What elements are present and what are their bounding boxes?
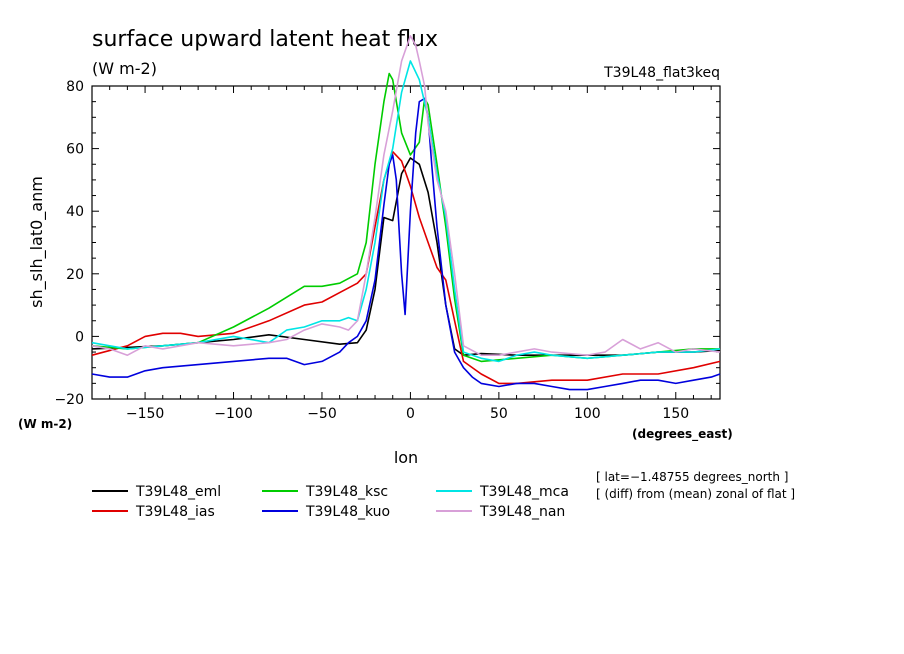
y-tick-label: −20 [54, 392, 84, 408]
series-line-t39l48-nan [91, 35, 721, 357]
series-line-t39l48-kuo [91, 97, 721, 391]
x-tick-label: 0 [406, 406, 415, 422]
x-axis-units: (degrees_east) [632, 427, 733, 442]
legend-label: T39L48_ksc [305, 484, 388, 500]
series-line-t39l48-ksc [91, 72, 720, 363]
legend: T39L48_eml T39L48_ias T39L48_ksc T39L48_kuo… [92, 484, 569, 520]
x-tick-label: 50 [490, 406, 508, 422]
y-axis-units: (W m-2) [18, 417, 72, 431]
plot-frame [91, 85, 721, 400]
plot-series [91, 35, 721, 391]
diff-note: [ (diff) from (mean) zonal of flat ] [596, 487, 795, 501]
y-tick-label: 60 [66, 142, 84, 158]
chart-title: surface upward latent heat flux [92, 27, 438, 52]
y-axis: −20 0 20 40 60 80 [54, 79, 720, 408]
y-axis-label: sh_slh_lat0_anm [27, 176, 47, 308]
legend-label: T39L48_mca [479, 484, 569, 500]
legend-label: T39L48_nan [479, 504, 565, 520]
series-line-t39l48-ias [91, 150, 721, 385]
x-tick-label: −150 [126, 406, 164, 422]
legend-label: T39L48_ias [135, 504, 215, 520]
y-tick-label: 20 [66, 267, 84, 283]
y-tick-label: 80 [66, 79, 84, 95]
experiment-label: T39L48_flat3keq [603, 65, 720, 81]
legend-label: T39L48_eml [135, 484, 221, 500]
legend-label: T39L48_kuo [305, 504, 390, 520]
y-tick-label: 40 [66, 204, 84, 220]
x-axis-label: lon [394, 448, 418, 467]
x-tick-label: 100 [574, 406, 601, 422]
x-tick-label: −100 [214, 406, 252, 422]
series-line-t39l48-eml [91, 157, 721, 357]
chart-units: (W m-2) [92, 59, 157, 78]
series-line-t39l48-mca [91, 60, 721, 363]
x-tick-label: 150 [662, 406, 689, 422]
x-axis: −150 −100 −50 0 50 100 150 [91, 86, 712, 422]
x-tick-label: −50 [307, 406, 337, 422]
latitude-note: [ lat=−1.48755 degrees_north ] [596, 470, 788, 484]
y-tick-label: 0 [75, 329, 84, 345]
